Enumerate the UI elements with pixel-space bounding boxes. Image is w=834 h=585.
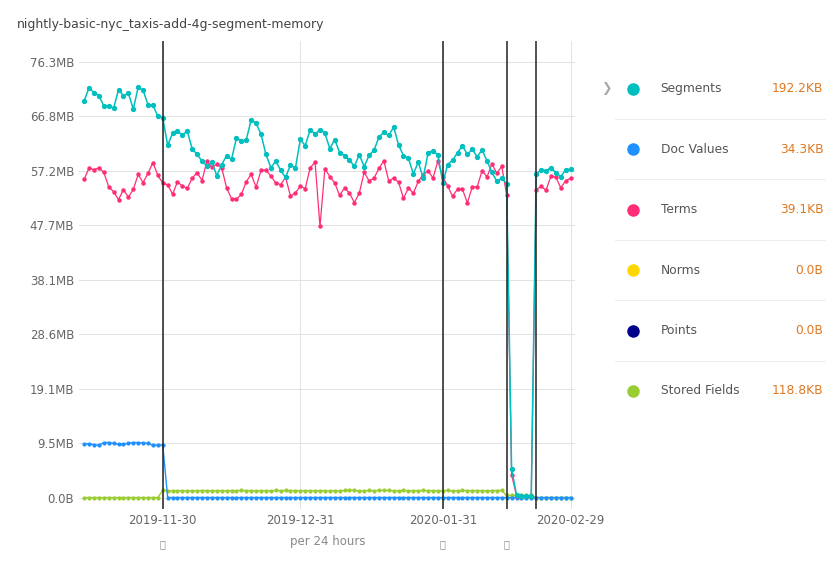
X-axis label: per 24 hours: per 24 hours [289, 535, 365, 548]
Text: ❯: ❯ [600, 82, 611, 95]
Text: 34.3KB: 34.3KB [780, 143, 823, 156]
Text: 39.1KB: 39.1KB [780, 203, 823, 216]
Text: Terms: Terms [661, 203, 696, 216]
Text: 0.0B: 0.0B [796, 324, 823, 337]
Text: 192.2KB: 192.2KB [772, 82, 823, 95]
Text: 🏷: 🏷 [160, 539, 166, 549]
Text: nightly-basic-nyc_taxis-add-4g-segment-memory: nightly-basic-nyc_taxis-add-4g-segment-m… [17, 18, 324, 30]
Text: 🏷: 🏷 [504, 539, 510, 549]
Text: Norms: Norms [661, 264, 701, 277]
Text: Stored Fields: Stored Fields [661, 384, 739, 397]
Text: Segments: Segments [661, 82, 722, 95]
Text: Points: Points [661, 324, 697, 337]
Text: 🏷: 🏷 [440, 539, 445, 549]
Text: 118.8KB: 118.8KB [771, 384, 823, 397]
Text: 0.0B: 0.0B [796, 264, 823, 277]
Text: Doc Values: Doc Values [661, 143, 728, 156]
